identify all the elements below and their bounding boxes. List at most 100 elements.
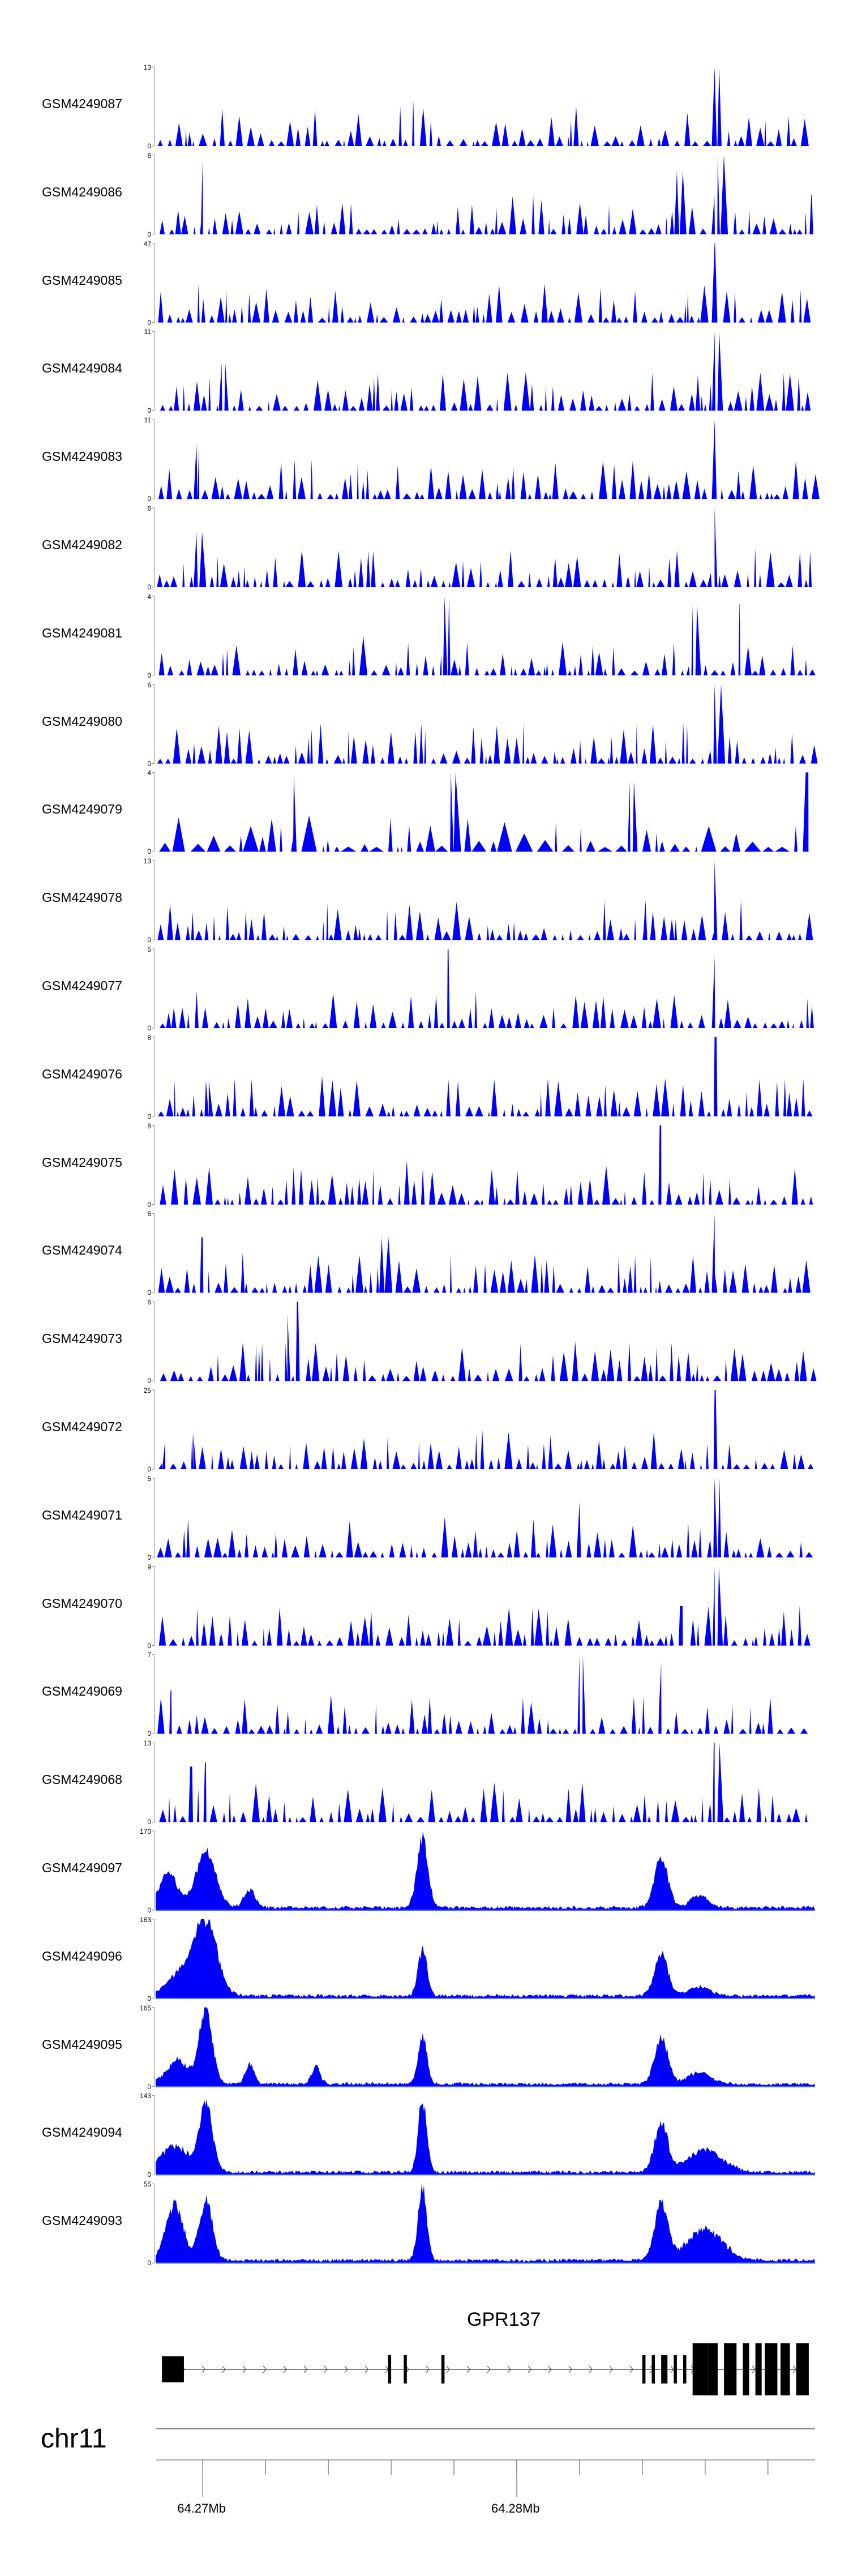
exon	[708, 2343, 718, 2395]
track-label: GSM4249096	[42, 1948, 122, 1963]
signal-area-GSM4249075	[156, 1125, 815, 1205]
strand-arrow	[792, 2365, 796, 2373]
track-label: GSM4249084	[42, 361, 122, 376]
track-label: GSM4249078	[42, 890, 122, 905]
track-label: GSM4249094	[42, 2125, 122, 2140]
y-tick-label-zero: 0	[147, 1112, 151, 1120]
y-tick-label-max: 6	[147, 151, 151, 160]
y-tick-label-max: 11	[144, 416, 151, 425]
y-tick-label-zero: 0	[147, 495, 151, 503]
y-tick-label-max: 6	[147, 1298, 151, 1307]
exon	[780, 2343, 790, 2395]
gene-name: GPR137	[467, 2309, 541, 2330]
gene-model	[162, 2343, 809, 2395]
y-tick-label-zero: 0	[147, 406, 151, 415]
coord-tick-label: 64.27Mb	[177, 2501, 226, 2515]
signal-area-GSM4249096	[156, 1919, 815, 1999]
y-tick-label-zero: 0	[147, 1200, 151, 1209]
signal-area-GSM4249080	[156, 684, 818, 764]
y-tick-label-max: 6	[147, 504, 151, 512]
strand-arrow	[548, 2365, 552, 2373]
signal-area-GSM4249072	[156, 1390, 815, 1469]
track-label: GSM4249072	[42, 1419, 122, 1434]
y-tick-label-zero: 0	[147, 318, 151, 327]
chromosome-label: chr11	[41, 2424, 107, 2454]
y-tick-label-max: 11	[144, 328, 151, 336]
genome-axis	[156, 2428, 815, 2497]
track-GSM4249084	[152, 331, 815, 411]
y-tick-label-max: 9	[147, 1563, 151, 1571]
y-tick-label-max: 47	[143, 239, 151, 248]
y-tick-label-max: 4	[147, 769, 151, 777]
strand-arrow	[752, 2365, 756, 2373]
y-tick-label-max: 163	[139, 1915, 151, 1924]
signal-area-GSM4249094	[156, 2099, 815, 2175]
signal-area-GSM4249083	[156, 420, 820, 499]
y-tick-label-zero: 0	[147, 1994, 151, 2002]
strand-arrow	[303, 2365, 307, 2373]
signal-area-GSM4249074	[156, 1213, 815, 1293]
signal-area-GSM4249069	[156, 1654, 815, 1734]
strand-arrow	[242, 2365, 246, 2373]
y-tick-label-max: 25	[143, 1387, 151, 1394]
y-tick-label-max: 8	[147, 1033, 151, 1042]
track-GSM4249096	[152, 1919, 815, 1999]
exon	[683, 2355, 687, 2384]
strand-arrow	[609, 2365, 613, 2373]
signal-area-GSM4249086	[156, 155, 815, 234]
track-GSM4249073	[152, 1301, 817, 1381]
signal-area-GSM4249081	[156, 596, 816, 675]
exon	[765, 2343, 778, 2395]
y-tick-label-zero: 0	[147, 1024, 151, 1032]
y-tick-label-zero: 0	[147, 2259, 151, 2267]
track-GSM4249070	[152, 1566, 815, 1646]
exon	[796, 2343, 809, 2395]
signal-area-GSM4249095	[156, 2007, 815, 2087]
exon	[388, 2355, 392, 2384]
track-GSM4249079	[152, 772, 815, 852]
track-GSM4249075	[152, 1125, 815, 1205]
y-tick-label-zero: 0	[147, 2082, 151, 2091]
y-tick-label-zero: 0	[147, 142, 151, 150]
y-tick-label-zero: 0	[147, 1730, 151, 1738]
y-tick-label-max: 13	[143, 1739, 151, 1748]
exon	[651, 2355, 655, 2384]
track-label: GSM4249083	[42, 449, 122, 464]
signal-area-GSM4249087	[156, 67, 815, 146]
track-GSM4249076	[152, 1037, 815, 1117]
y-tick-label-max: 5	[147, 1474, 151, 1483]
track-label: GSM4249068	[42, 1772, 122, 1787]
signal-area-GSM4249082	[156, 508, 815, 587]
y-tick-label-zero: 0	[147, 1289, 151, 1297]
y-tick-label-zero: 0	[147, 1818, 151, 1826]
track-label: GSM4249073	[42, 1331, 122, 1346]
y-tick-label-zero: 0	[147, 1465, 151, 1473]
track-GSM4249093	[152, 2183, 815, 2264]
track-GSM4249077	[152, 948, 815, 1029]
signal-area-GSM4249073	[156, 1302, 817, 1381]
track-GSM4249082	[152, 507, 815, 588]
track-GSM4249086	[152, 155, 815, 235]
signal-area-GSM4249070	[156, 1566, 815, 1646]
y-tick-label-max: 165	[139, 2004, 151, 2012]
track-GSM4249080	[152, 684, 818, 764]
track-label: GSM4249076	[42, 1066, 122, 1081]
signal-area-GSM4249071	[156, 1478, 815, 1557]
y-tick-label-max: 7	[147, 1651, 151, 1659]
exon	[743, 2343, 749, 2395]
exon	[162, 2356, 184, 2382]
strand-arrow	[466, 2365, 470, 2373]
track-GSM4249069	[152, 1654, 815, 1734]
signal-area-GSM4249084	[156, 331, 815, 411]
signal-area-GSM4249076	[156, 1037, 815, 1116]
strand-arrow	[629, 2365, 633, 2373]
track-label: GSM4249095	[42, 2036, 122, 2052]
strand-arrow	[344, 2365, 348, 2373]
y-tick-label-max: 13	[143, 63, 151, 71]
y-tick-label-max: 170	[139, 1828, 151, 1835]
track-GSM4249094	[152, 2095, 815, 2176]
track-GSM4249072	[152, 1389, 815, 1470]
track-label: GSM4249085	[42, 272, 122, 288]
track-label: GSM4249071	[42, 1507, 122, 1522]
strand-arrow	[365, 2365, 368, 2373]
